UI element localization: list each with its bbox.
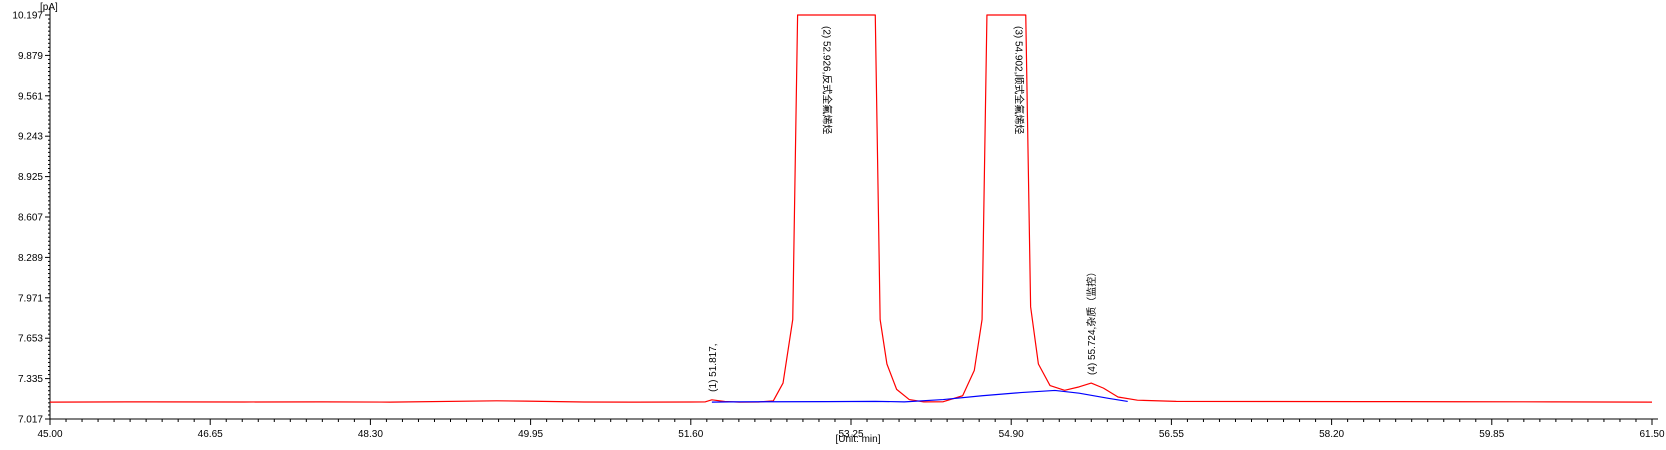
y-tick-label: 7.653: [18, 334, 43, 345]
y-tick-label: 7.017: [18, 415, 43, 426]
y-tick-label: 8.289: [18, 253, 43, 264]
peak-annotation: (1) 51.817,: [708, 343, 719, 391]
x-tick-label: 49.95: [518, 429, 543, 440]
peak-annotation: (2) 52.926,反式全氟烯烃: [821, 26, 834, 134]
x-tick-label: 54.90: [999, 429, 1024, 440]
y-axis-label: [pA]: [40, 2, 58, 13]
annotation-layer: (1) 51.817, (2) 52.926,反式全氟烯烃 (3) 54.902,顺…: [708, 26, 1098, 392]
y-tick-label: 8.925: [18, 172, 43, 183]
x-tick-label: 58.20: [1319, 429, 1344, 440]
y-tick-label: 7.335: [18, 374, 43, 385]
axes: 10.197 9.879 9.561 9.243 8.925 8.607 8.289 7.97…: [12, 7, 1665, 440]
y-tick-label: 10.197: [12, 11, 43, 22]
x-tick-label: 59.85: [1479, 429, 1504, 440]
x-tick-label: 45.00: [37, 429, 62, 440]
series-layer: [49, 14, 1653, 403]
peak-annotation: (3) 54.902,顺式全氟烯烃: [1012, 26, 1025, 134]
x-tick-label: 48.30: [358, 429, 383, 440]
x-tick-label: 56.55: [1159, 429, 1184, 440]
x-tick-label: 46.65: [198, 429, 223, 440]
y-tick-label: 9.879: [18, 51, 43, 62]
y-tick-label: 7.971: [18, 293, 43, 304]
baseline-line: [711, 389, 1128, 403]
x-tick-label: 51.60: [678, 429, 703, 440]
x-axis-label: [Unit: min]: [835, 434, 880, 445]
x-tick-label: 61.50: [1639, 429, 1664, 440]
x-tick-label: 53.25: [838, 429, 863, 440]
peak-annotation: (4) 55.724,杂质（监控）: [1085, 267, 1098, 375]
y-tick-label: 9.561: [18, 91, 43, 102]
y-tick-label: 9.243: [18, 132, 43, 143]
signal-trace-line: [49, 14, 1653, 403]
y-tick-label: 8.607: [18, 213, 43, 224]
